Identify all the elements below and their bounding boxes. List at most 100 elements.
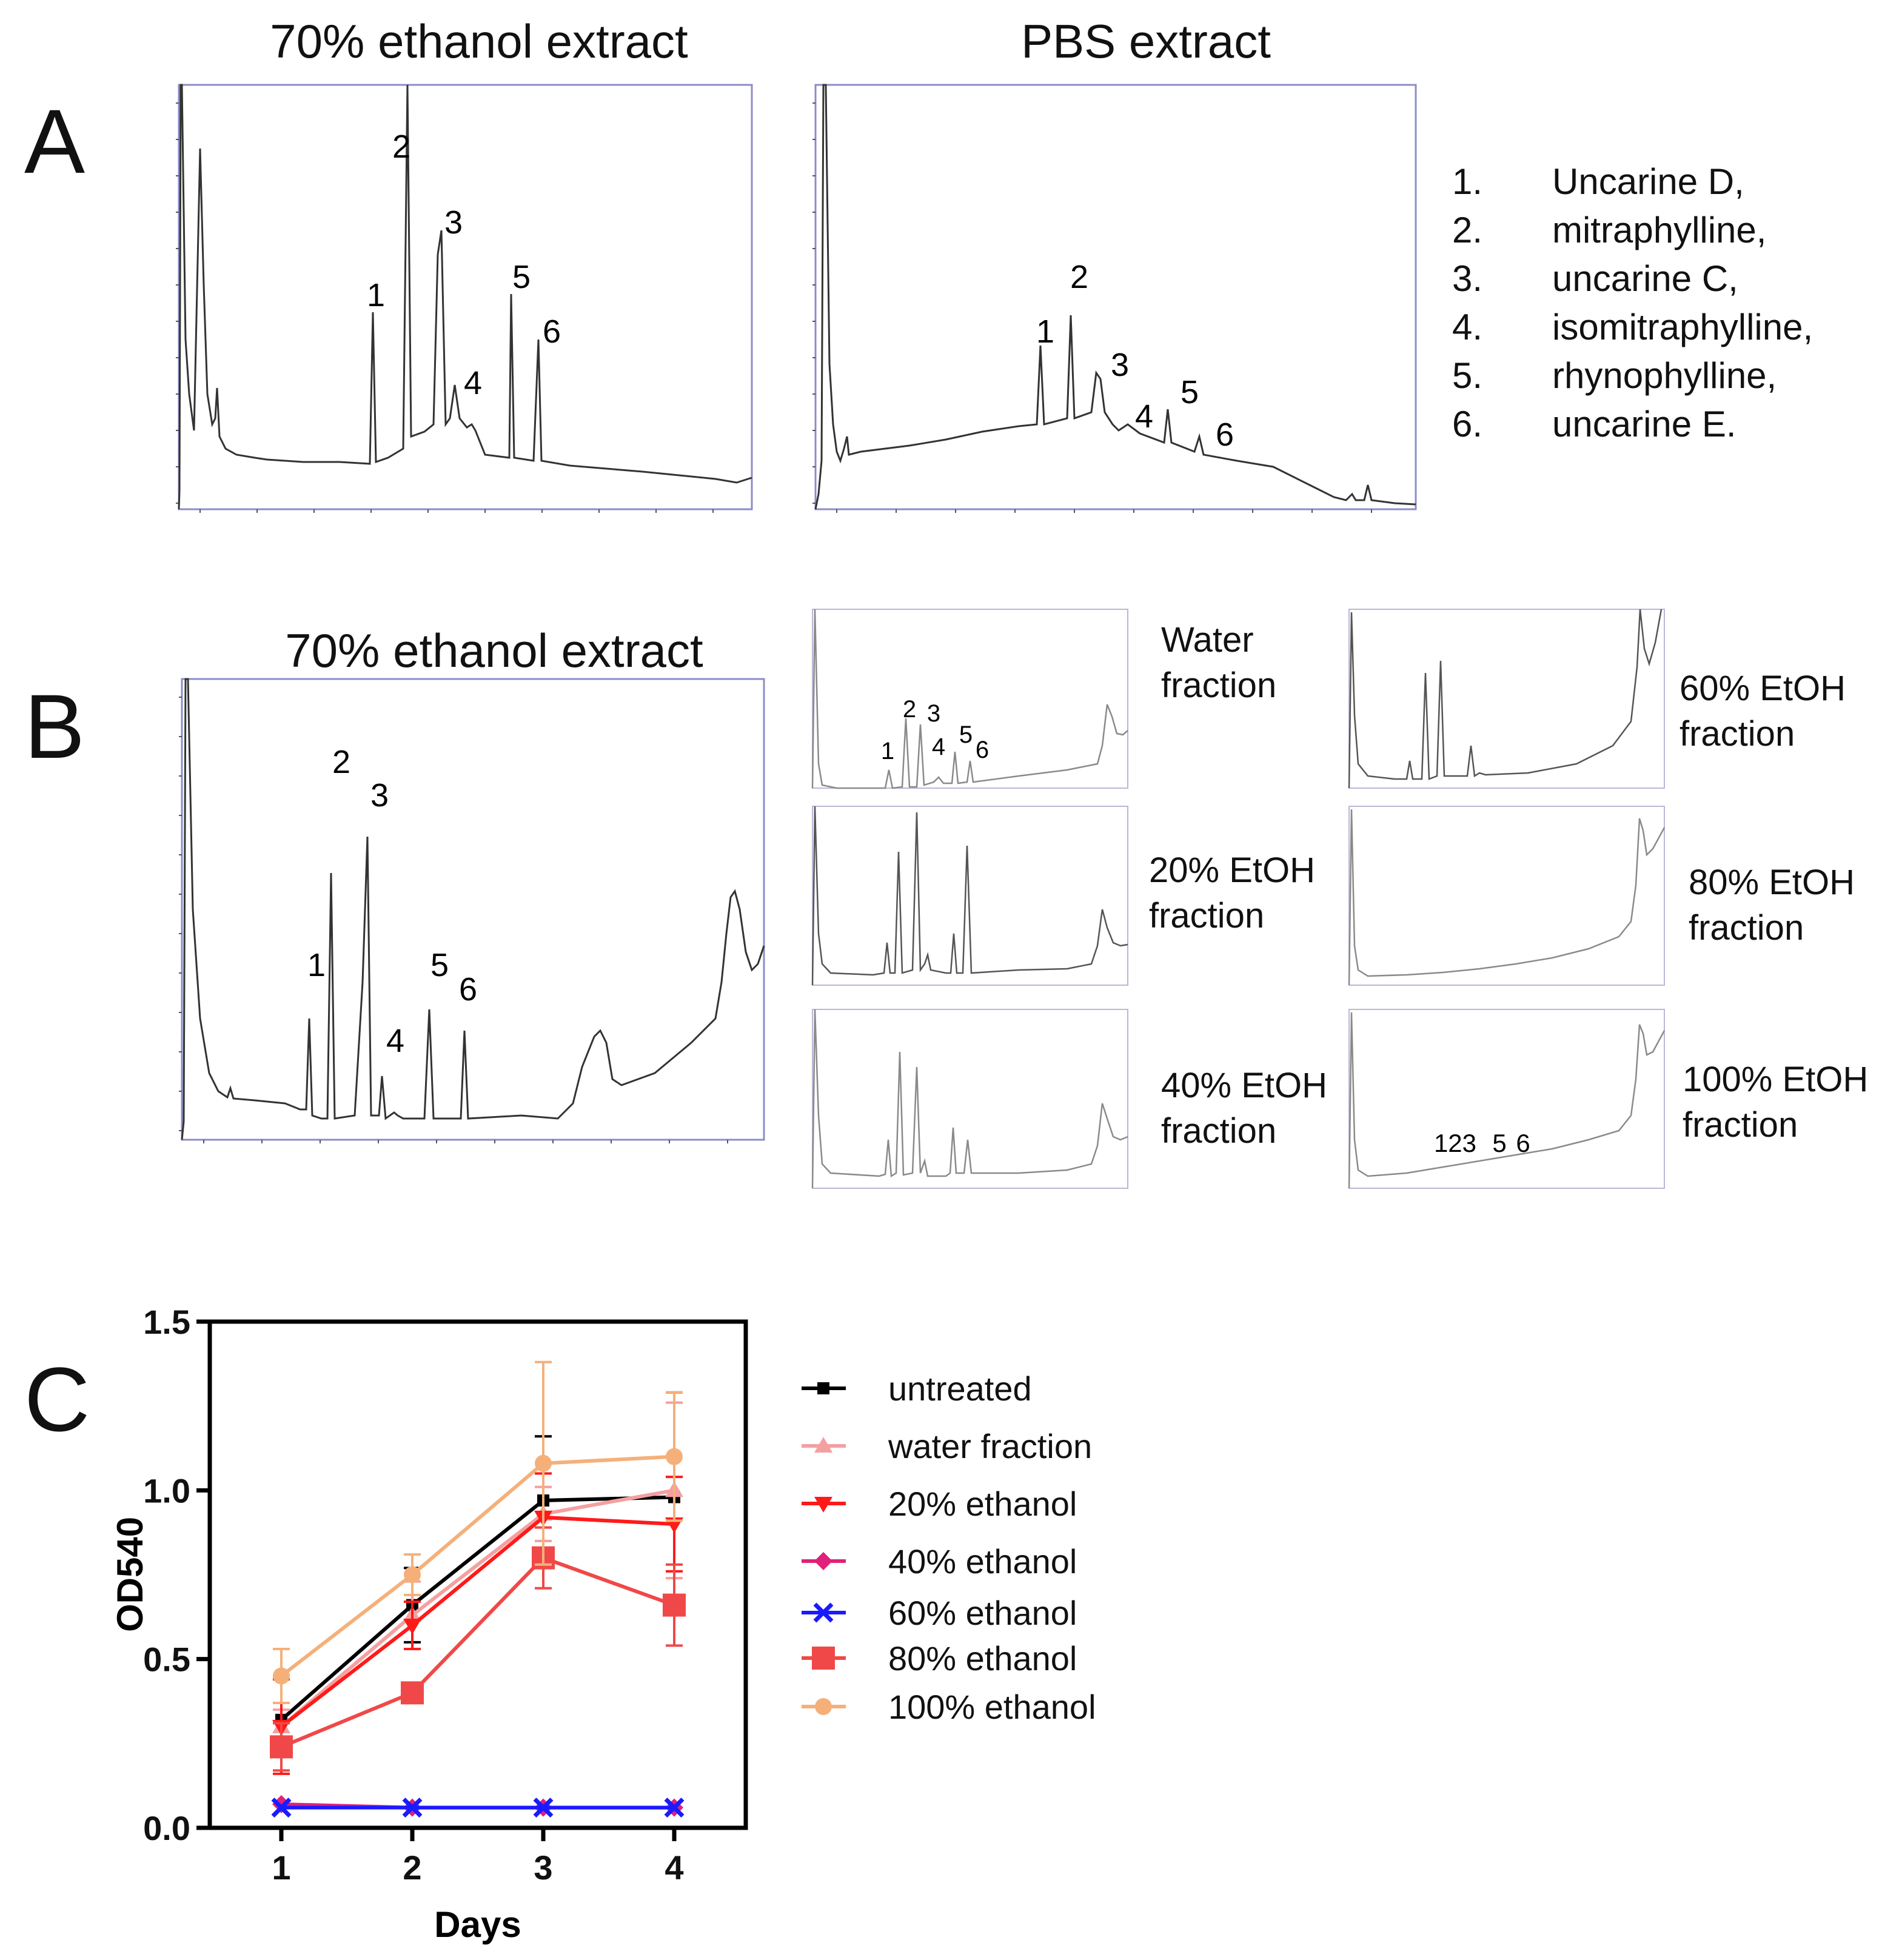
peak-label: 6	[543, 313, 561, 350]
chromatogram-trace	[181, 678, 765, 1140]
peak-label: 3	[370, 777, 389, 814]
y-axis-ticks: 0.0 0.5 1.0 1.5	[143, 1303, 210, 1847]
y-tick-label: 0.0	[143, 1809, 190, 1847]
compound-name: isomitraphylline,	[1552, 307, 1813, 347]
compound-number: 1.	[1452, 161, 1482, 202]
fraction-label: fraction	[1680, 714, 1795, 754]
legend-swatch-marker	[814, 1437, 832, 1453]
chromatogram-trace	[1348, 1012, 1666, 1189]
legend-label: 20% ethanol	[888, 1485, 1077, 1523]
chromatogram-frame	[812, 1009, 1128, 1189]
chromatogram-b-ethanol: 1 2 3 4 5 6	[179, 678, 765, 1143]
fraction-label: 100% EtOH	[1683, 1060, 1868, 1099]
peak-label: 2	[392, 129, 410, 165]
compound-name: Uncarine D,	[1552, 161, 1744, 202]
chromatogram-frame	[1348, 609, 1665, 789]
data-point	[666, 1448, 683, 1465]
fraction-20-chromatogram	[811, 806, 1128, 986]
peak-label: 6	[976, 737, 989, 763]
data-point	[273, 1667, 290, 1685]
y-tick-marks	[176, 102, 179, 504]
peak-label: 2	[1070, 259, 1088, 295]
chromatogram-trace	[178, 84, 752, 510]
data-point	[402, 1798, 423, 1818]
y-tick-marks	[812, 102, 816, 504]
fraction-water-chromatogram: 1 2 3 4 5 6	[811, 609, 1128, 789]
peak-label: 4	[932, 734, 945, 760]
peak-label: 6	[1516, 1129, 1530, 1157]
peak-label: 1	[307, 947, 326, 983]
x-tick-label: 2	[403, 1848, 421, 1887]
compound-number: 4.	[1452, 307, 1482, 347]
fraction-label: fraction	[1161, 1111, 1276, 1151]
panel-b-letter: B	[24, 675, 85, 777]
chromatogram-trace	[1348, 609, 1663, 789]
chromatogram-frame	[812, 806, 1128, 986]
x-tick-marks	[836, 509, 1372, 513]
y-tick-label: 0.5	[143, 1641, 190, 1679]
peak-label: 1	[367, 277, 385, 313]
peak-label: 6	[1216, 416, 1234, 453]
peak-label: 3	[444, 204, 463, 241]
peak-label: 1	[881, 738, 894, 764]
plot-axes	[207, 1319, 748, 1830]
compound-name: mitraphylline,	[1552, 210, 1766, 250]
legend-swatch-marker	[812, 1647, 835, 1670]
series-line	[280, 1515, 675, 1728]
legend-label: untreated	[888, 1370, 1032, 1408]
fraction-label: 20% EtOH	[1149, 851, 1315, 890]
data-point	[404, 1566, 421, 1584]
legend-label: 80% ethanol	[888, 1639, 1077, 1677]
peak-label: 5	[959, 721, 973, 748]
chromatogram-trace	[1348, 809, 1666, 986]
fraction-label: fraction	[1683, 1105, 1798, 1145]
legend-swatch-marker	[815, 1698, 832, 1715]
compound-name: uncarine E.	[1552, 404, 1737, 444]
peak-label: 5	[1181, 374, 1199, 410]
compound-list: 1. Uncarine D, 2. mitraphylline, 3. unca…	[1452, 161, 1813, 444]
y-tick-label: 1.0	[143, 1471, 190, 1510]
series-line	[280, 1556, 675, 1749]
fraction-label: fraction	[1149, 896, 1264, 935]
y-tick-marks	[179, 697, 182, 1131]
x-tick-label: 4	[665, 1848, 683, 1887]
compound-number: 5.	[1452, 355, 1482, 396]
chromatogram-frame	[178, 84, 753, 510]
chromatogram-frame	[181, 678, 765, 1141]
x-tick-marks	[203, 1140, 728, 1143]
data-point	[403, 1619, 421, 1634]
panel-a-letter: A	[24, 90, 85, 192]
peak-label: 5	[512, 259, 531, 295]
legend-label: 40% ethanol	[888, 1542, 1077, 1580]
y-tick-label: 1.5	[143, 1303, 190, 1341]
fraction-100-chromatogram: 123 5 6	[1348, 1009, 1666, 1189]
compound-number: 3.	[1452, 258, 1482, 299]
peak-label: 3	[927, 700, 940, 727]
data-point	[401, 1681, 424, 1705]
series-line	[280, 1495, 675, 1722]
compound-name: uncarine C,	[1552, 258, 1738, 299]
fraction-40-chromatogram	[811, 1009, 1128, 1189]
peak-label: 1	[1036, 313, 1054, 350]
chart-legend: untreated water fraction 20% ethanol 40% et…	[802, 1370, 1096, 1726]
od540-line-chart: 0.0 0.5 1.0 1.5 1 2 3 4 OD540 Days untreated wa…	[110, 1303, 1096, 1945]
chromatogram-trace	[814, 84, 1416, 510]
data-point	[533, 1798, 554, 1818]
compound-name: rhynophylline,	[1552, 355, 1777, 396]
peak-label: 123	[1434, 1129, 1476, 1157]
x-tick-label: 3	[534, 1848, 552, 1887]
peak-label: 6	[459, 971, 477, 1008]
panel-b-main-title: 70% ethanol extract	[285, 624, 703, 677]
legend-label: 100% ethanol	[888, 1688, 1096, 1726]
peak-label: 4	[1135, 398, 1153, 435]
compound-number: 6.	[1452, 404, 1482, 444]
legend-swatch-marker	[814, 1552, 832, 1570]
chromatogram-a-pbs: 1 2 3 4 5 6	[812, 84, 1417, 513]
chromatogram-trace	[811, 1009, 1128, 1189]
peak-label: 5	[430, 947, 449, 983]
fraction-60-chromatogram	[1348, 609, 1665, 789]
peak-label: 5	[1492, 1129, 1506, 1157]
y-axis-label: OD540	[110, 1517, 150, 1632]
fraction-label: 40% EtOH	[1161, 1066, 1327, 1105]
